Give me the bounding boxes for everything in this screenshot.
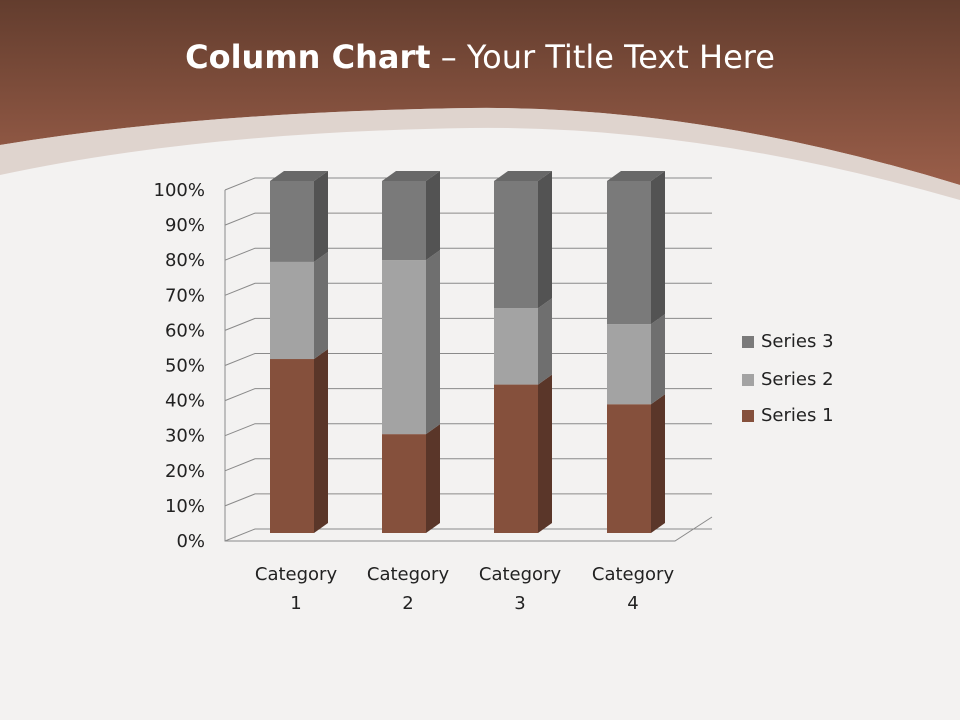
gridline [224, 388, 712, 402]
y-tick-label: 90% [165, 215, 205, 236]
bar-side [538, 298, 552, 385]
gridline [224, 353, 712, 366]
header-band [0, 0, 960, 185]
y-tick-label: 0% [176, 531, 205, 552]
bar-segment [607, 404, 651, 533]
y-tick-label: 70% [165, 285, 205, 306]
gridline [224, 423, 712, 437]
x-category-label: Category [592, 564, 675, 585]
bar-side [426, 171, 440, 261]
gridline [224, 212, 712, 226]
bar-segment [382, 181, 426, 261]
slide-title: Column Chart – Your Title Text Here [185, 38, 775, 76]
gridline [224, 282, 712, 296]
legend-label: Series 3 [761, 331, 834, 352]
bar-segment [270, 181, 314, 262]
bar-segment [607, 324, 651, 405]
axis-line [224, 190, 713, 542]
legend-item: Series 3 [742, 331, 834, 352]
bar-side [426, 250, 440, 435]
bar-segment [494, 384, 538, 533]
bar-side [314, 349, 328, 533]
bar-side [651, 171, 665, 325]
bar-segment [270, 261, 314, 360]
gridline [224, 317, 712, 331]
bar-top [607, 171, 665, 181]
bar-side [426, 424, 440, 533]
gridline [224, 458, 712, 472]
y-tick-label: 50% [165, 356, 205, 377]
bar-top [494, 171, 552, 181]
x-category-label: Category [255, 564, 338, 585]
bar-side [538, 374, 552, 533]
bar-side [314, 251, 328, 360]
x-category-label: 3 [514, 593, 525, 614]
bar-top [382, 171, 440, 181]
y-tick-label: 30% [165, 426, 205, 447]
x-category-label: 1 [290, 593, 301, 614]
bar-segment [494, 181, 538, 309]
gridline [224, 177, 712, 191]
y-tick-label: 80% [165, 250, 205, 271]
y-tick-label: 40% [165, 391, 205, 412]
x-category-label: 2 [402, 593, 413, 614]
legend-item: Series 1 [742, 405, 834, 426]
legend-label: Series 2 [761, 369, 834, 390]
bar-segment [270, 359, 314, 533]
y-tick-label: 20% [165, 461, 205, 482]
legend-swatch [742, 409, 754, 422]
legend-item: Series 2 [742, 369, 834, 390]
legend-swatch [742, 335, 754, 348]
x-category-label: Category [367, 564, 450, 585]
y-tick-label: 60% [165, 320, 205, 341]
bar-segment [607, 181, 651, 325]
bar-top [270, 171, 328, 181]
gridline [224, 528, 712, 542]
y-tick-label: 10% [165, 496, 205, 517]
legend-swatch [742, 373, 754, 386]
legend-label: Series 1 [761, 405, 834, 426]
bar-side [314, 171, 328, 262]
bar-side [651, 394, 665, 533]
bar-segment [382, 260, 426, 435]
bar-side [651, 314, 665, 405]
bar-side [538, 171, 552, 309]
y-tick-label: 100% [154, 180, 205, 201]
x-category-label: Category [479, 564, 562, 585]
x-category-label: 4 [627, 593, 638, 614]
gridline [224, 493, 712, 507]
gridline [224, 247, 712, 261]
bar-segment [494, 308, 538, 385]
bar-segment [382, 434, 426, 533]
